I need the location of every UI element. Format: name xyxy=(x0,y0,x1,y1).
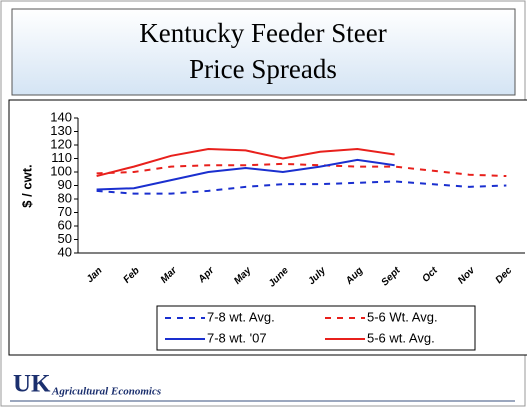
y-tick-label: 60 xyxy=(58,217,72,232)
y-tick-label: 90 xyxy=(58,177,72,192)
series-line xyxy=(96,162,507,178)
y-tick-label: 120 xyxy=(50,136,72,151)
footer-text: Agricultural Economics xyxy=(51,386,161,398)
series-line xyxy=(96,158,395,191)
y-tick-label: 80 xyxy=(58,190,72,205)
y-tick-label: 140 xyxy=(50,109,72,124)
y-tick-label: 130 xyxy=(50,123,72,138)
series-line xyxy=(96,180,507,195)
series-line xyxy=(96,148,395,178)
legend-label: 5-6 wt. Avg. xyxy=(367,330,435,345)
y-tick-label: 110 xyxy=(51,150,72,165)
footer-logo: UK xyxy=(13,371,51,398)
y-tick-label: 50 xyxy=(58,231,72,246)
legend-label: 7-8 wt. '07 xyxy=(207,330,267,345)
legend-box xyxy=(156,305,476,351)
y-axis-label: $ / cwt. xyxy=(19,164,34,207)
chart-subtitle: Price Spreads xyxy=(189,54,337,84)
y-tick-label: 40 xyxy=(58,244,72,259)
title-box xyxy=(11,8,516,96)
legend-label: 5-6 Wt. Avg. xyxy=(367,309,438,324)
y-tick-label: 100 xyxy=(50,163,72,178)
legend-label: 7-8 wt. Avg. xyxy=(207,309,275,324)
chart-title: Kentucky Feeder Steer xyxy=(139,18,386,48)
y-tick-label: 70 xyxy=(58,204,72,219)
